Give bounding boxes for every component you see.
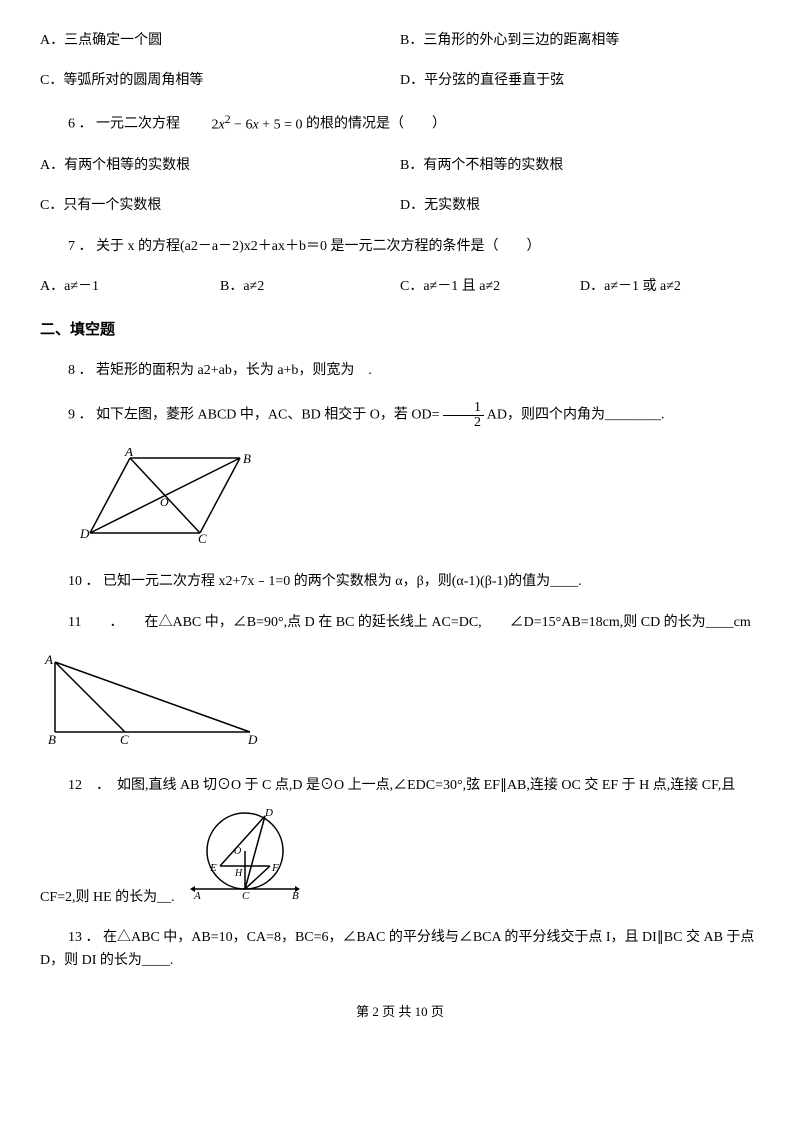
- q9: 9 ． 如下左图，菱形 ABCD 中，AC、BD 相交于 O，若 OD= 1 2…: [40, 401, 760, 430]
- q5-optA: A．三点确定一个圆: [40, 30, 400, 52]
- q8: 8 ． 若矩形的面积为 a2+ab，长为 a+b，则宽为 .: [40, 360, 760, 382]
- cir-C: C: [242, 890, 250, 901]
- q6-optC: C．只有一个实数根: [40, 195, 400, 217]
- q5-optB: B．三角形的外心到三边的距离相等: [400, 30, 760, 52]
- q11: 11 ． 在△ABC 中，∠B=90°,点 D 在 BC 的延长线上 AC=DC…: [40, 612, 760, 634]
- q6-equation: 2x2 − 6x + 5 = 0: [184, 111, 303, 137]
- q6-stem: 6 ． 一元二次方程 2x2 − 6x + 5 = 0 的根的情况是（ ）: [40, 111, 760, 137]
- q7-optD: D．a≠－1 或 a≠2: [580, 276, 760, 298]
- q13: 13 ． 在△ABC 中，AB=10，CA=8，BC=6，∠BAC 的平分线与∠…: [40, 927, 760, 972]
- circle-figure: A B C D E F O H: [180, 806, 310, 909]
- rhombus-C: C: [198, 531, 207, 543]
- circle-svg: A B C D E F O H: [180, 806, 310, 901]
- q7-stem: 7 ． 关于 x 的方程(a2－a－2)x2＋ax＋b＝0 是一元二次方程的条件…: [40, 236, 760, 258]
- cir-O: O: [234, 846, 241, 857]
- q10: 10 ． 已知一元二次方程 x2+7x﹣1=0 的两个实数根为 α，β，则(α-…: [40, 571, 760, 593]
- q7-opts: A．a≠－1 B．a≠2 C．a≠－1 且 a≠2 D．a≠－1 或 a≠2: [40, 276, 760, 298]
- triangle-svg: A B C D: [40, 652, 270, 747]
- rhombus-figure: A B C D O: [80, 448, 760, 551]
- q7-optC: C．a≠－1 且 a≠2: [400, 276, 580, 298]
- q6-optD: D．无实数根: [400, 195, 760, 217]
- q6-optB: B．有两个不相等的实数根: [400, 155, 760, 177]
- cir-H: H: [234, 868, 243, 879]
- q12: 12 ． 如图,直线 AB 切⊙O 于 C 点,D 是⊙O 上一点,∠EDC=3…: [40, 775, 760, 909]
- rhombus-O: O: [160, 495, 169, 509]
- q7-optB: B．a≠2: [220, 276, 400, 298]
- tri-B: B: [48, 732, 56, 747]
- q6-suffix: 的根的情况是（ ）: [306, 116, 446, 131]
- rhombus-A: A: [124, 448, 133, 459]
- cir-A: A: [193, 890, 201, 901]
- q5-optC: C．等弧所对的圆周角相等: [40, 70, 400, 92]
- rhombus-D: D: [80, 526, 90, 541]
- cir-E: E: [209, 862, 217, 874]
- q9-frac-den: 2: [443, 416, 484, 430]
- cir-D: D: [264, 807, 273, 819]
- page-footer: 第 2 页 共 10 页: [40, 1002, 760, 1023]
- q9-frac-num: 1: [443, 401, 484, 416]
- section2-title: 二、填空题: [40, 318, 760, 342]
- triangle-figure: A B C D: [40, 652, 760, 755]
- tri-C: C: [120, 732, 129, 747]
- rhombus-B: B: [243, 451, 251, 466]
- q5-optD: D．平分弦的直径垂直于弦: [400, 70, 760, 92]
- q5-row1: A．三点确定一个圆 B．三角形的外心到三边的距离相等: [40, 30, 760, 52]
- rhombus-svg: A B C D O: [80, 448, 260, 543]
- cir-F: F: [271, 862, 279, 874]
- tri-A: A: [44, 652, 53, 667]
- q9-suffix: AD，则四个内角为________.: [487, 408, 665, 423]
- q11-text: 11 ． 在△ABC 中，∠B=90°,点 D 在 BC 的延长线上 AC=DC…: [40, 612, 760, 634]
- q6-row2: C．只有一个实数根 D．无实数根: [40, 195, 760, 217]
- q5-row2: C．等弧所对的圆周角相等 D．平分弦的直径垂直于弦: [40, 70, 760, 92]
- q6-prefix: 6 ． 一元二次方程: [68, 116, 180, 131]
- q7-optA: A．a≠－1: [40, 276, 220, 298]
- q6-row1: A．有两个相等的实数根 B．有两个不相等的实数根: [40, 155, 760, 177]
- tri-D: D: [247, 732, 258, 747]
- q9-fraction: 1 2: [443, 401, 484, 430]
- q6-optA: A．有两个相等的实数根: [40, 155, 400, 177]
- q12-part2: CF=2,则 HE 的长为__.: [40, 887, 175, 909]
- q12-part1: 12 ． 如图,直线 AB 切⊙O 于 C 点,D 是⊙O 上一点,∠EDC=3…: [40, 775, 760, 797]
- q9-prefix: 9 ． 如下左图，菱形 ABCD 中，AC、BD 相交于 O，若 OD=: [68, 408, 440, 423]
